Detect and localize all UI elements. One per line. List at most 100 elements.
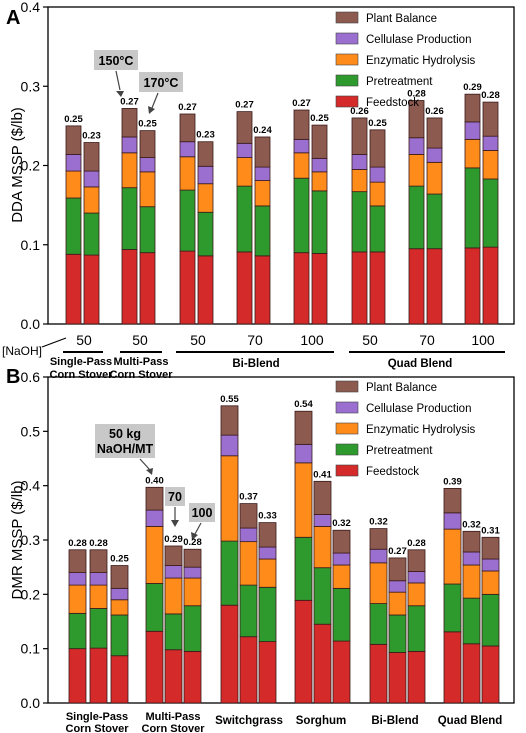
panel-a-bar-value-label: 0.24 [253,125,272,136]
panel-b-bar-feedstock [443,631,462,704]
panel-b-bar-feedstock [481,645,500,704]
panel-a-bar-pretreatment [464,167,481,249]
panel-a-bar-feedstock [197,255,214,325]
panel-b-bar-feedstock [258,641,277,704]
panel-a-group-label: Multi-Pass [113,356,168,368]
panel-a-bar-enzymatic-hydrolysis [482,150,499,180]
panel-b-bar-value-label: 0.28 [89,538,108,549]
panel-b-bar-cellulase-production [443,512,462,530]
panel-b-bar-plant-balance [239,503,258,529]
panel-b-bar-plant-balance [220,405,239,436]
panel-a-ytick-label: 0.2 [21,158,41,174]
panel-b-group-label: Multi-Pass [145,711,200,723]
panel-b-legend-swatch [335,443,359,456]
panel-b-bar-value-label: 0.32 [462,519,481,530]
panel-b-legend-swatch [335,401,359,414]
panel-a-bar-value-label: 0.28 [407,89,426,100]
panel-a-legend-label: Plant Balance [366,13,437,25]
panel-b-ytick-label: 0.4 [21,478,41,494]
svg-text:170°C: 170°C [144,76,179,90]
panel-b-bar-enzymatic-hydrolysis [68,584,87,614]
panel-a-bar-feedstock [293,252,310,325]
panel-a-bar-plant-balance [179,113,196,143]
panel-a-bar-cellulase-production [311,157,328,173]
panel-a-legend-label: Cellulase Production [366,34,471,46]
panel-b-bar-enzymatic-hydrolysis [110,599,129,616]
panel-a-legend-swatch [335,95,359,108]
panel-a-bar-value-label: 0.23 [196,130,215,141]
panel-b-bar-cellulase-production [332,552,351,566]
panel-b-bar-pretreatment [183,605,202,652]
panel-b-bar-value-label: 0.28 [183,537,202,548]
panel-a-bar-cellulase-production [65,154,82,172]
panel-a-bar-pretreatment [482,178,499,248]
panel-b-bar-feedstock [110,655,129,704]
panel-a-bar-enzymatic-hydrolysis [121,152,138,189]
panel-a-bar-feedstock [426,248,443,325]
panel-a-bar-plant-balance [293,109,310,140]
panel-b-bar-pretreatment [68,612,87,650]
panel-a-bar-plant-balance [83,142,100,172]
panel-b-bar-feedstock [183,650,202,704]
panel-b-bar-feedstock [332,640,351,704]
panel-a-group-label: Quad Blend [388,358,453,370]
panel-b-bar-pretreatment [369,603,388,645]
panel-b-bar-plant-balance [332,529,351,554]
panel-b-bar-cellulase-production [462,551,481,566]
panel-a-bar-pretreatment [426,193,443,250]
panel-a-bar-enzymatic-hydrolysis [293,152,310,179]
panel-a-group-label-line2: Corn Stover [50,369,114,381]
panel-b-bar-pretreatment [388,614,407,653]
panel-a-bar-cellulase-production [482,135,499,151]
panel-b-group-label-line2: Corn Stover [142,723,206,733]
panel-a-ytick-label: 0.1 [21,237,41,253]
panel-a-bar-feedstock [408,248,425,325]
panel-a-bar-cellulase-production [121,136,138,154]
panel-b-bar-feedstock [294,599,313,704]
panel-a-bar-enzymatic-hydrolysis [65,170,82,199]
panel-b-bar-feedstock [462,643,481,704]
panel-b-bar-pretreatment [258,586,277,643]
panel-b-bar-feedstock [220,604,239,704]
panel-a-bar-pretreatment [236,185,253,253]
panel-b-bar-value-label: 0.37 [239,492,258,503]
panel-a-bar-pretreatment [197,211,214,257]
panel-a-bar-plant-balance [482,101,499,137]
panel-a-bar-cellulase-production [464,121,481,140]
panel-b-bar-plant-balance [481,536,500,560]
panel-b-bar-value-label: 0.40 [145,475,164,486]
panel-b-bar-cellulase-production [89,572,108,586]
panel-b-legend-label: Feedstock [366,466,419,478]
panel-a-naoh-tick-label: 70 [247,332,263,348]
panel-b-bar-enzymatic-hydrolysis [220,455,239,542]
panel-a-bar-pretreatment [293,177,310,254]
panel-a-bar-value-label: 0.25 [64,114,83,125]
panel-a-bar-pretreatment [369,205,386,253]
panel-a-bar-value-label: 0.25 [368,118,387,129]
panel-b-bar-value-label: 0.31 [481,525,500,536]
panel-a-bar-feedstock [139,252,156,325]
panel-a-bar-plant-balance [464,93,481,123]
panel-b-bar-plant-balance [294,410,313,445]
panel-a-bar-plant-balance [121,108,138,138]
panel-a-bar-value-label: 0.26 [425,106,444,117]
callout-50kg-text-2: NaOH/MT [97,442,154,456]
panel-a-bar-value-label: 0.25 [310,113,329,124]
panel-a-bar-enzymatic-hydrolysis [254,180,271,207]
panel-a-bar-cellulase-production [254,166,271,181]
panel-b-bar-feedstock [313,623,332,704]
panel-a-bar-pretreatment [408,185,425,250]
panel-a-bar-pretreatment [311,190,328,254]
panel-a-bar-enzymatic-hydrolysis [179,156,196,191]
panel-b-bar-cellulase-production [481,558,500,572]
panel-b-bar-enzymatic-hydrolysis [239,541,258,586]
panel-b-group-label: Switchgrass [215,715,283,727]
panel-b-bar-cellulase-production [388,580,407,593]
panel-b-ytick-label: 0.6 [21,369,41,385]
panel-a-legend-label: Enzymatic Hydrolysis [366,55,476,67]
panel-b-bar-pretreatment [239,584,258,638]
panel-a-bar-pretreatment [254,205,271,257]
panel-a-naoh-tick-label: 100 [300,332,324,348]
panel-b-bar-plant-balance [407,549,426,572]
